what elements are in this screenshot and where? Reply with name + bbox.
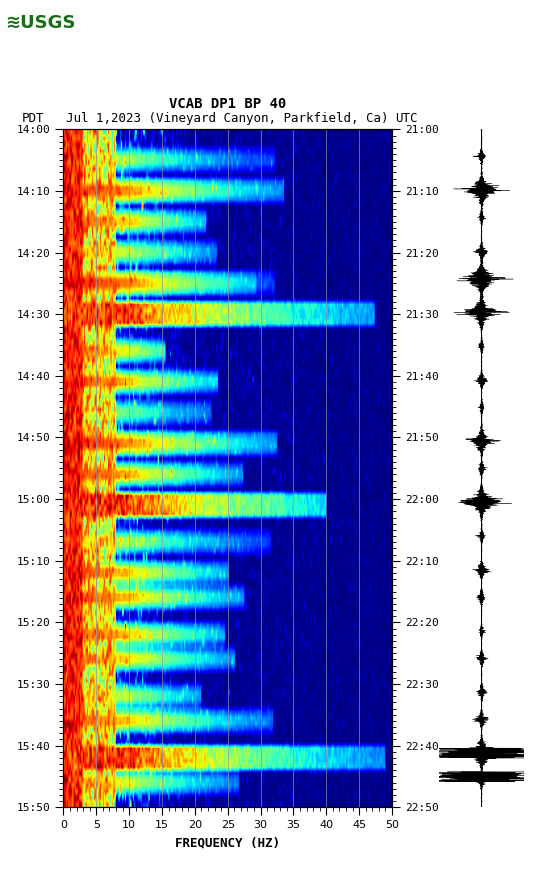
Text: UTC: UTC [395,112,417,125]
Text: PDT: PDT [22,112,45,125]
Text: Jul 1,2023 (Vineyard Canyon, Parkfield, Ca): Jul 1,2023 (Vineyard Canyon, Parkfield, … [66,112,389,125]
Text: ≋USGS: ≋USGS [6,13,76,31]
X-axis label: FREQUENCY (HZ): FREQUENCY (HZ) [175,836,280,849]
Text: VCAB DP1 BP 40: VCAB DP1 BP 40 [169,97,286,112]
